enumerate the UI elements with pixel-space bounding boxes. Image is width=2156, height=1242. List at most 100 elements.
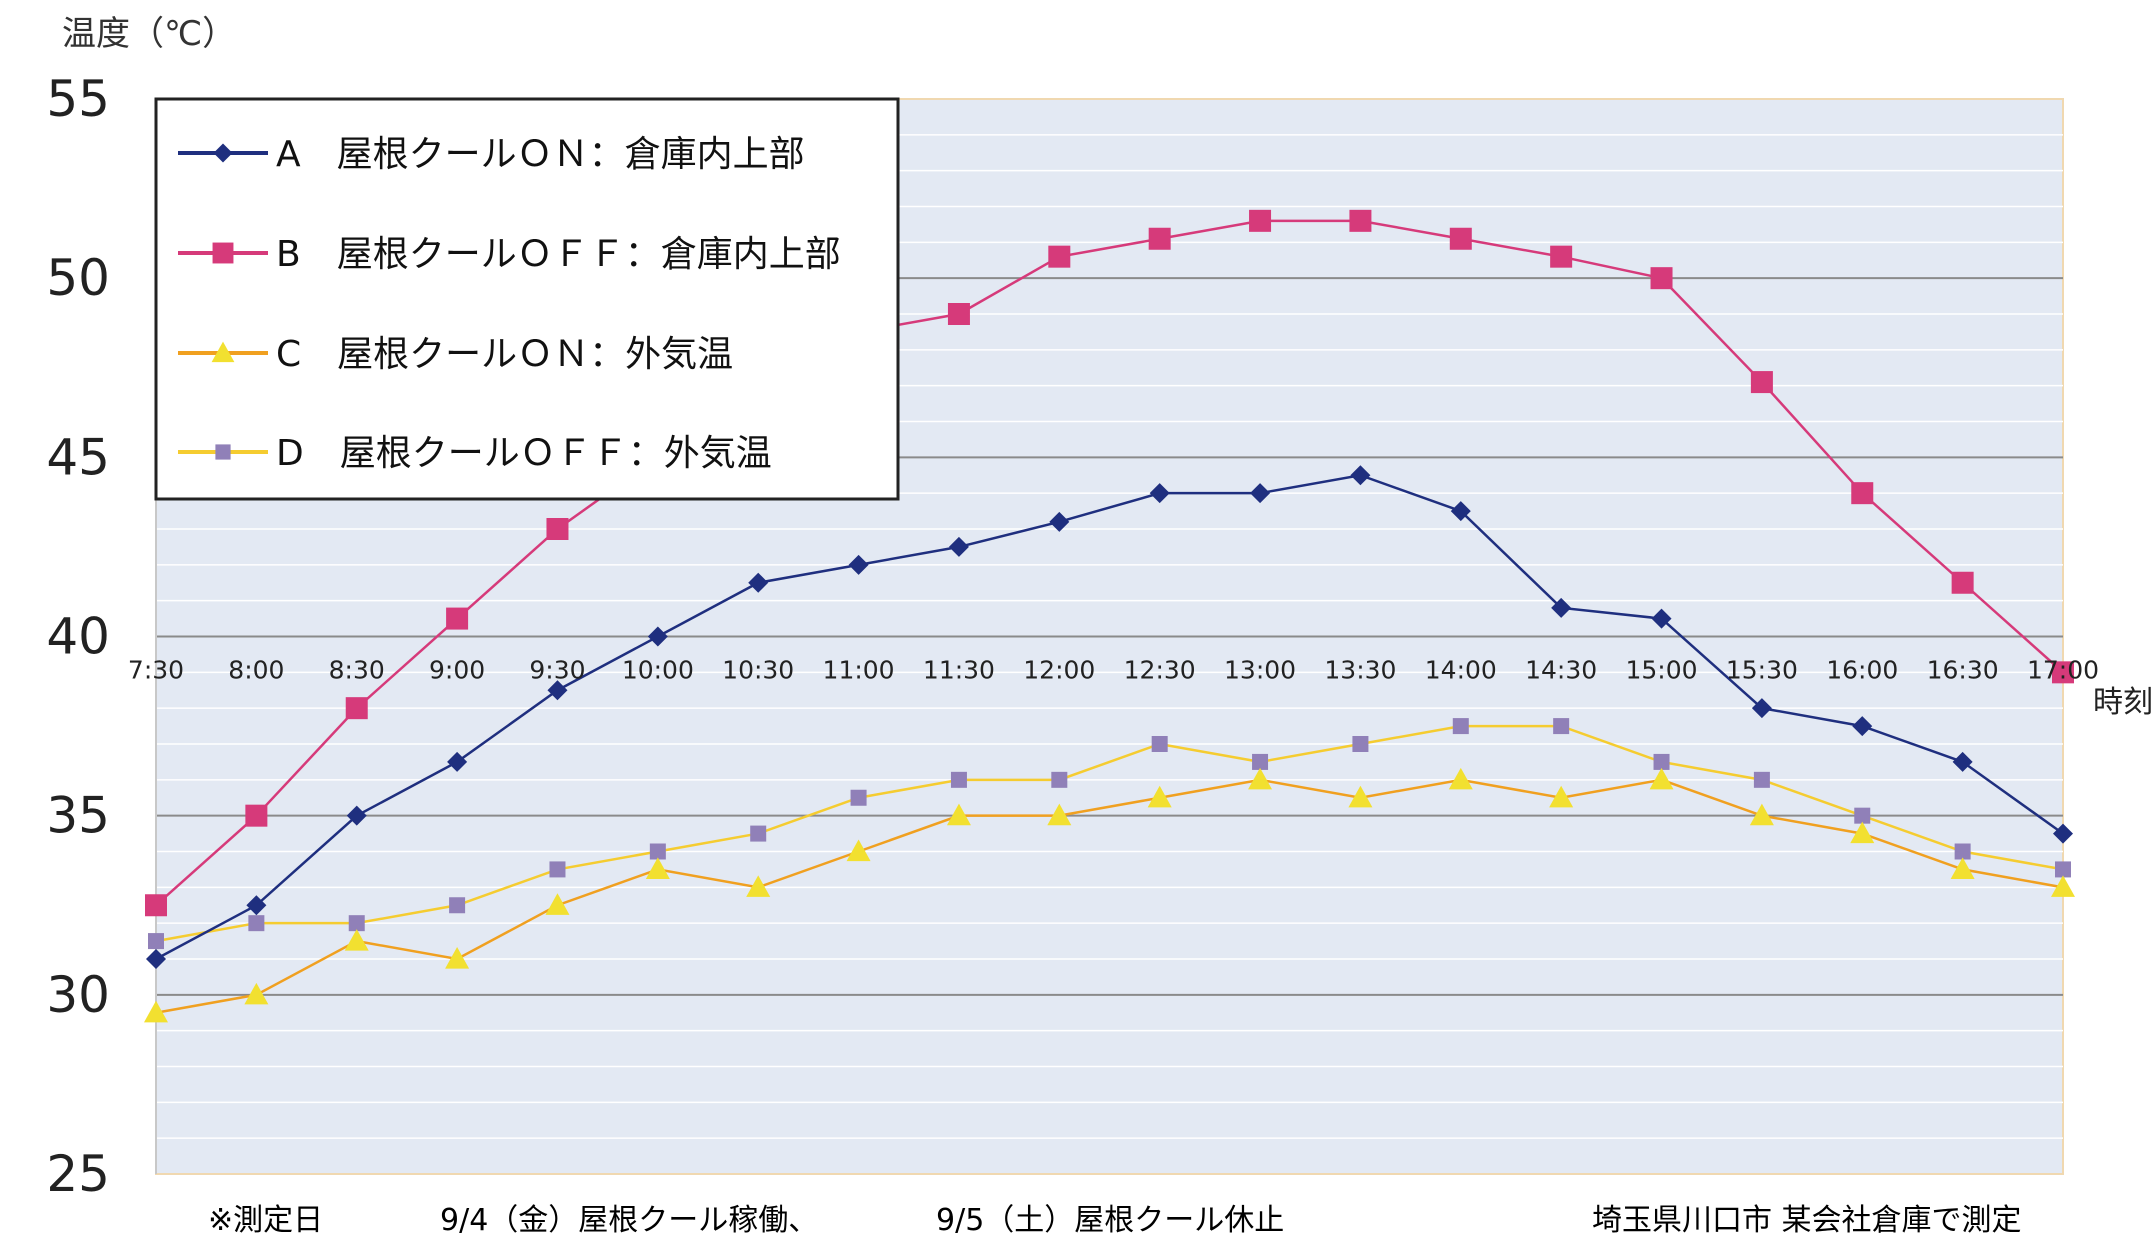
data-point	[213, 143, 233, 163]
x-tick-label: 13:00	[1224, 656, 1296, 685]
x-tick-label: 8:00	[228, 656, 284, 685]
data-point	[946, 803, 971, 826]
x-tick-label: 12:00	[1023, 656, 1095, 685]
legend: A 屋根クールＯＮ：倉庫内上部 B 屋根クールＯＦＦ：倉庫内上部 C 屋根クールＯＮ…	[154, 97, 900, 501]
y-tick-label: 50	[46, 249, 110, 307]
data-point	[1651, 608, 1672, 629]
note-day1: 9/4（金）屋根クール稼働、	[440, 1203, 818, 1238]
data-point	[649, 843, 666, 860]
data-point	[1850, 821, 1875, 844]
y-tick-label: 45	[46, 428, 110, 486]
y-tick-label: 55	[46, 70, 110, 128]
x-tick-label: 14:30	[1525, 656, 1597, 685]
data-point	[215, 444, 231, 460]
x-tick-label: 14:00	[1425, 656, 1497, 685]
data-point	[948, 536, 969, 557]
y-axis-title: 温度（℃）	[62, 14, 236, 54]
x-tick-label: 11:30	[923, 656, 995, 685]
x-tick-label: 9:00	[429, 656, 485, 685]
data-point	[449, 897, 466, 914]
data-point	[348, 915, 365, 932]
data-point	[1047, 803, 1072, 826]
x-tick-label: 10:00	[622, 656, 694, 685]
data-point	[2055, 861, 2071, 878]
data-point	[1151, 736, 1168, 752]
y-tick-label: 30	[46, 966, 110, 1024]
data-point	[445, 947, 470, 969]
x-tick-label: 13:30	[1324, 656, 1396, 685]
data-point	[146, 949, 166, 969]
data-point	[1952, 751, 1973, 772]
y-tick-label: 35	[46, 787, 110, 845]
data-point	[546, 518, 569, 540]
data-point	[746, 875, 771, 897]
y-tick-labels: 25 30 35 40 45 50 55	[46, 70, 110, 1203]
data-point	[647, 626, 668, 647]
data-point	[144, 1000, 168, 1023]
series-c	[144, 767, 2075, 1023]
series-a	[146, 465, 2073, 969]
data-point	[447, 751, 468, 772]
x-tick-label: 8:30	[329, 656, 385, 685]
data-point	[549, 861, 566, 878]
data-point	[1551, 597, 1572, 618]
series-line	[155, 473, 2064, 961]
data-point	[345, 697, 368, 720]
data-point	[1148, 227, 1171, 250]
x-tick-label: 15:30	[1726, 656, 1798, 685]
x-tick-label: 15:00	[1626, 656, 1698, 685]
x-tick-label: 11:00	[823, 656, 895, 685]
data-point	[1448, 767, 1473, 790]
data-point	[750, 825, 767, 842]
data-point	[1649, 767, 1674, 790]
note-date-label: ※測定日	[208, 1203, 323, 1238]
legend-label: B 屋根クールＯＦＦ：倉庫内上部	[276, 234, 841, 275]
data-point	[1449, 227, 1472, 250]
data-point	[1452, 718, 1469, 735]
data-point	[645, 857, 670, 880]
data-point	[2053, 823, 2073, 844]
data-point	[248, 915, 265, 932]
data-point	[2052, 661, 2074, 684]
data-point	[244, 982, 269, 1005]
data-point	[148, 933, 164, 950]
data-point	[245, 804, 268, 827]
data-point	[344, 929, 369, 951]
data-point	[850, 789, 867, 806]
legend-label: A 屋根クールＯＮ：倉庫内上部	[276, 134, 805, 175]
x-tick-label: 10:30	[722, 656, 794, 685]
data-point	[1650, 267, 1673, 290]
data-point	[1550, 245, 1573, 268]
data-point	[446, 607, 469, 630]
data-point	[1751, 698, 1772, 719]
x-axis-title: 時刻	[2093, 685, 2153, 720]
data-point	[1147, 785, 1172, 808]
data-point	[1749, 803, 1774, 826]
data-point	[1450, 501, 1471, 522]
data-point	[545, 893, 570, 915]
data-point	[1149, 483, 1170, 504]
series-line	[155, 724, 2064, 943]
legend-label: D 屋根クールＯＦＦ：外気温	[276, 433, 772, 474]
data-point	[1951, 571, 1974, 594]
note-location: 埼玉県川口市 某会社倉庫で測定	[1592, 1203, 2022, 1238]
data-point	[1051, 771, 1068, 788]
data-point	[947, 303, 970, 325]
data-point	[212, 242, 234, 264]
data-point	[145, 894, 167, 917]
data-point	[1950, 857, 1975, 880]
series-line	[155, 219, 2064, 907]
data-point	[848, 554, 869, 575]
data-point	[1851, 482, 1874, 505]
x-tick-label: 16:30	[1927, 656, 1999, 685]
data-point	[1048, 245, 1071, 268]
data-point	[211, 341, 235, 363]
data-point	[1248, 767, 1273, 790]
data-point	[1249, 209, 1272, 232]
data-point	[1553, 718, 1570, 735]
data-point	[1352, 736, 1369, 752]
data-point	[950, 771, 967, 788]
data-point	[1349, 209, 1372, 232]
x-tick-label: 7:30	[128, 656, 184, 685]
data-point	[1653, 753, 1670, 770]
